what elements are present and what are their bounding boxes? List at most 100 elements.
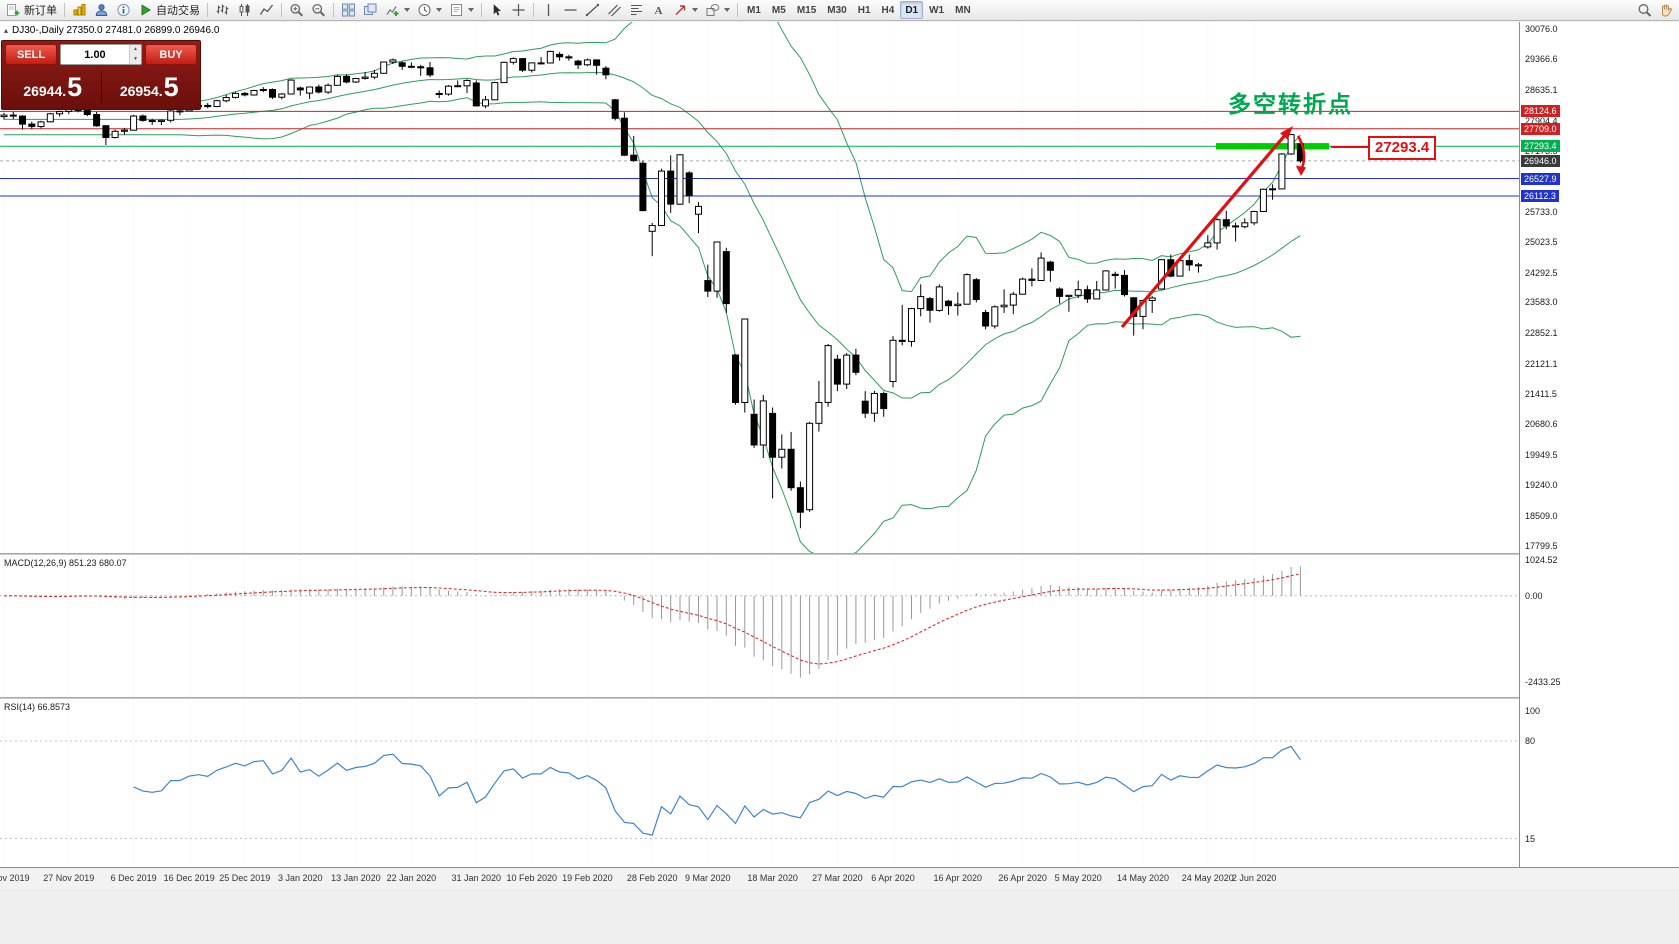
arrows-tool-button[interactable] bbox=[670, 1, 701, 19]
line-chart-button[interactable] bbox=[256, 1, 277, 19]
price-axis[interactable]: 30076.029366.628635.127904.427173.526443… bbox=[1519, 22, 1679, 867]
macd-tick: 0.00 bbox=[1525, 590, 1543, 601]
cascade-windows-button[interactable] bbox=[360, 1, 381, 19]
indicators-icon bbox=[386, 6, 399, 16]
price-tick: 29366.6 bbox=[1525, 54, 1558, 65]
vertical-line-button[interactable] bbox=[538, 1, 559, 19]
price-badge: 26112.3 bbox=[1521, 190, 1559, 202]
date-label: 28 Feb 2020 bbox=[626, 873, 678, 883]
hand-scroll-button[interactable] bbox=[1655, 1, 1676, 19]
date-label: 18 Mar 2020 bbox=[747, 873, 798, 883]
trend-arrow[interactable] bbox=[1120, 126, 1306, 329]
timeframe-button-H1[interactable]: H1 bbox=[853, 1, 876, 19]
zoom-in-icon bbox=[290, 3, 304, 17]
timeframe-button-MN[interactable]: MN bbox=[950, 1, 976, 19]
macd-tick: -2433.25 bbox=[1525, 677, 1561, 688]
market-watch-icon bbox=[117, 3, 130, 17]
rsi-panel[interactable] bbox=[0, 699, 1519, 867]
tile-windows-icon bbox=[342, 3, 355, 17]
price-tick: 17799.5 bbox=[1525, 540, 1558, 551]
arrows-icon bbox=[675, 5, 686, 15]
market-watch-button[interactable] bbox=[113, 1, 134, 19]
toolbar-separator bbox=[481, 3, 482, 17]
rsi-tick: 100 bbox=[1525, 706, 1541, 716]
date-label: 13 Jan 2020 bbox=[331, 873, 381, 883]
rsi-line bbox=[133, 745, 1301, 836]
shapes-tool-button[interactable] bbox=[702, 1, 733, 19]
level-highlight-bar[interactable] bbox=[1216, 143, 1329, 150]
tile-windows-button[interactable] bbox=[338, 1, 359, 19]
turning-point-annotation[interactable]: 多空转折点 bbox=[1228, 92, 1353, 118]
channel-button[interactable] bbox=[604, 1, 625, 19]
macd-panel[interactable] bbox=[0, 555, 1519, 697]
timeframe-button-H4[interactable]: H4 bbox=[877, 1, 900, 19]
main-price-chart[interactable] bbox=[0, 22, 1519, 553]
toolbar-separator bbox=[64, 3, 65, 17]
timeframe-button-D1[interactable]: D1 bbox=[900, 1, 924, 19]
profiles-button[interactable] bbox=[91, 1, 112, 19]
volume-decrease-button[interactable]: ▼ bbox=[129, 54, 141, 64]
vertical-line-icon bbox=[547, 4, 550, 16]
chevron-down-icon bbox=[436, 8, 442, 12]
indicators-button[interactable] bbox=[382, 1, 413, 19]
chevron-down-icon bbox=[404, 8, 410, 12]
date-label: 14 May 2020 bbox=[1116, 873, 1170, 883]
date-label: 26 Apr 2020 bbox=[998, 873, 1047, 883]
cursor-button[interactable] bbox=[486, 1, 507, 19]
bar-chart-button[interactable] bbox=[212, 1, 233, 19]
symbol-ohlc-label: DJ30-,Daily 27350.0 27481.0 26899.0 2694… bbox=[12, 25, 220, 36]
new-order-button[interactable]: 新订单 bbox=[3, 1, 60, 19]
auto-trading-button[interactable]: 自动交易 bbox=[135, 1, 203, 19]
macd-tick: 1024.52 bbox=[1525, 554, 1558, 565]
date-label: 24 May 2020 bbox=[1181, 873, 1234, 883]
timeframe-button-M5[interactable]: M5 bbox=[767, 1, 791, 19]
volume-input[interactable] bbox=[61, 45, 129, 64]
search-icon bbox=[1638, 4, 1652, 17]
shapes-icon bbox=[706, 4, 720, 16]
new-order-label: 新订单 bbox=[24, 5, 57, 17]
chart-window[interactable]: ▴ DJ30-,Daily 27350.0 27481.0 26899.0 269… bbox=[0, 22, 1679, 944]
price-badge: 28124.6 bbox=[1521, 105, 1560, 118]
price-tick: 20680.6 bbox=[1525, 419, 1558, 430]
candlestick-icon bbox=[239, 4, 250, 16]
panel-separator[interactable] bbox=[0, 697, 1679, 699]
zoom-out-button[interactable] bbox=[308, 1, 329, 19]
date-label: 5 May 2020 bbox=[1054, 873, 1102, 883]
date-label: 2 Jun 2020 bbox=[1231, 873, 1277, 883]
timeframe-button-W1[interactable]: W1 bbox=[924, 1, 949, 19]
timeframe-button-M15[interactable]: M15 bbox=[792, 1, 821, 19]
periods-button[interactable] bbox=[414, 1, 445, 19]
date-axis[interactable]: 18 Nov 2019 27 Nov 2019 6 Dec 2019 16 Dec 2… bbox=[0, 867, 1679, 889]
periods-icon bbox=[418, 4, 431, 16]
horizontal-line-button[interactable] bbox=[560, 1, 581, 19]
zoom-in-button[interactable] bbox=[286, 1, 307, 19]
crosshair-button[interactable] bbox=[508, 1, 529, 19]
text-tool-button[interactable]: A bbox=[648, 1, 669, 19]
candlestick-chart-button[interactable] bbox=[234, 1, 255, 19]
channel-icon bbox=[608, 4, 621, 17]
collapse-panel-icon[interactable]: ▴ bbox=[4, 26, 9, 35]
date-label: 6 Dec 2019 bbox=[110, 873, 157, 883]
templates-button[interactable] bbox=[446, 1, 477, 19]
date-label: 25 Dec 2019 bbox=[219, 873, 271, 883]
price-tick: 30076.0 bbox=[1525, 24, 1558, 35]
buy-button[interactable]: BUY bbox=[145, 44, 197, 65]
price-tick: 28635.1 bbox=[1525, 84, 1558, 95]
volume-increase-button[interactable]: ▲ bbox=[129, 45, 141, 55]
timeframe-button-M1[interactable]: M1 bbox=[742, 1, 766, 19]
rsi-tick: 15 bbox=[1525, 833, 1536, 844]
date-label: 18 Nov 2019 bbox=[0, 873, 30, 883]
auto-trading-label: 自动交易 bbox=[156, 5, 200, 17]
date-label: 3 Jan 2020 bbox=[278, 873, 323, 883]
charts-button[interactable] bbox=[69, 1, 90, 19]
text-icon: A bbox=[655, 5, 663, 17]
search-button[interactable] bbox=[1634, 1, 1655, 19]
panel-separator[interactable] bbox=[0, 553, 1679, 555]
trendline-button[interactable] bbox=[582, 1, 603, 19]
price-tick: 18509.0 bbox=[1525, 510, 1558, 521]
timeframe-button-M30[interactable]: M30 bbox=[822, 1, 851, 19]
fibonacci-button[interactable] bbox=[626, 1, 647, 19]
volume-control: ▲ ▼ bbox=[60, 44, 142, 65]
sell-button[interactable]: SELL bbox=[5, 44, 57, 65]
price-callout[interactable]: 27293.4 bbox=[1368, 136, 1437, 160]
